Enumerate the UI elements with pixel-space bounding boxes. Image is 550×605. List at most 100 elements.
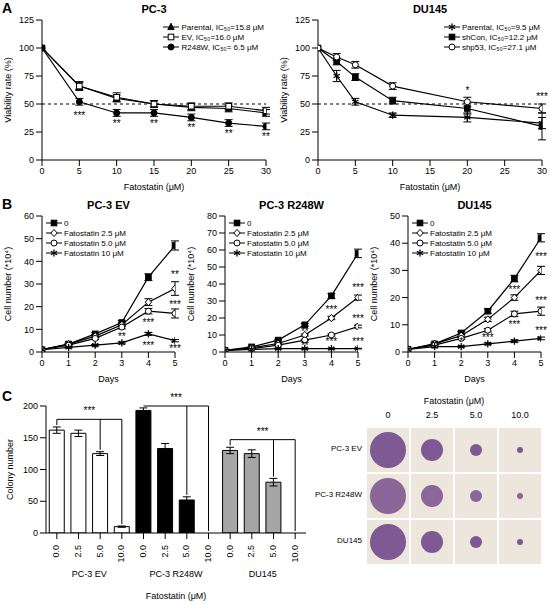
svg-text:***: *** <box>352 336 364 347</box>
svg-text:50: 50 <box>390 211 400 221</box>
svg-text:Fatostatin (μM): Fatostatin (μM) <box>400 182 461 192</box>
svg-text:2.5: 2.5 <box>246 545 256 558</box>
svg-text:Days: Days <box>98 374 119 384</box>
svg-text:50: 50 <box>24 99 34 109</box>
svg-text:60: 60 <box>207 245 217 255</box>
svg-text:1: 1 <box>249 358 254 368</box>
svg-text:50: 50 <box>300 99 310 109</box>
svg-text:10.0: 10.0 <box>116 545 126 563</box>
svg-text:**: ** <box>113 118 121 129</box>
svg-text:50: 50 <box>207 262 217 272</box>
svg-text:***: *** <box>352 313 364 324</box>
svg-text:Viability rate (%): Viability rate (%) <box>279 57 289 122</box>
svg-text:5: 5 <box>355 358 360 368</box>
svg-text:20: 20 <box>207 313 217 323</box>
svg-text:0: 0 <box>212 347 217 357</box>
svg-text:10: 10 <box>388 166 398 176</box>
svg-text:25: 25 <box>24 127 34 137</box>
svg-text:Fatostatin (μM): Fatostatin (μM) <box>146 591 207 601</box>
svg-text:3: 3 <box>302 358 307 368</box>
svg-text:***: *** <box>143 317 155 328</box>
svg-text:Days: Days <box>464 374 485 384</box>
svg-text:10: 10 <box>112 166 122 176</box>
svg-text:150: 150 <box>23 433 38 443</box>
svg-text:15: 15 <box>425 166 435 176</box>
svg-text:25: 25 <box>300 127 310 137</box>
svg-text:30: 30 <box>207 296 217 306</box>
svg-text:100: 100 <box>19 43 34 53</box>
svg-text:4: 4 <box>146 358 151 368</box>
svg-text:0: 0 <box>29 155 34 165</box>
svg-text:1: 1 <box>432 358 437 368</box>
svg-text:10: 10 <box>24 325 34 335</box>
svg-text:2: 2 <box>459 358 464 368</box>
svg-text:125: 125 <box>295 15 310 25</box>
svg-text:25: 25 <box>224 166 234 176</box>
svg-text:1: 1 <box>66 358 71 368</box>
svg-text:20: 20 <box>186 166 196 176</box>
svg-text:***: *** <box>143 340 155 351</box>
svg-text:***: *** <box>73 110 85 121</box>
svg-text:2.5: 2.5 <box>73 545 83 558</box>
svg-text:***: *** <box>169 299 181 310</box>
svg-text:5.0: 5.0 <box>181 545 191 558</box>
svg-text:Viability rate (%): Viability rate (%) <box>8 57 13 122</box>
svg-text:***: *** <box>83 405 95 416</box>
svg-text:0: 0 <box>315 166 320 176</box>
svg-text:*: * <box>459 336 463 347</box>
svg-text:2.5: 2.5 <box>160 545 170 558</box>
svg-text:***: *** <box>535 295 542 306</box>
svg-text:3: 3 <box>119 358 124 368</box>
svg-text:30: 30 <box>261 166 271 176</box>
svg-text:***: *** <box>326 304 338 315</box>
svg-text:0: 0 <box>39 166 44 176</box>
svg-text:0.0: 0.0 <box>138 545 148 558</box>
svg-text:0.0: 0.0 <box>225 545 235 558</box>
svg-text:**: ** <box>225 128 233 139</box>
svg-text:80: 80 <box>207 211 217 221</box>
svg-text:60: 60 <box>24 211 34 221</box>
svg-text:10: 10 <box>207 330 217 340</box>
svg-text:**: ** <box>301 326 309 337</box>
svg-text:75: 75 <box>24 71 34 81</box>
svg-text:Cell number (*10⁴): Cell number (*10⁴) <box>369 247 379 321</box>
svg-text:0: 0 <box>33 528 38 538</box>
svg-text:Fatostatin (μM): Fatostatin (μM) <box>124 182 185 192</box>
svg-text:125: 125 <box>19 15 34 25</box>
svg-text:3: 3 <box>485 358 490 368</box>
svg-text:10: 10 <box>390 320 400 330</box>
svg-text:40: 40 <box>390 238 400 248</box>
svg-text:10.0: 10.0 <box>290 545 300 563</box>
svg-text:***: *** <box>509 284 521 295</box>
svg-text:PC-3 R248W: PC-3 R248W <box>149 569 203 579</box>
svg-text:**: ** <box>171 269 179 280</box>
svg-text:Cell number (*10⁴): Cell number (*10⁴) <box>186 247 196 321</box>
svg-text:0: 0 <box>222 358 227 368</box>
svg-text:30: 30 <box>537 166 542 176</box>
svg-text:0: 0 <box>395 347 400 357</box>
svg-text:***: *** <box>352 282 364 293</box>
svg-text:4: 4 <box>329 358 334 368</box>
svg-text:0: 0 <box>29 347 34 357</box>
svg-text:100: 100 <box>23 465 38 475</box>
svg-text:***: *** <box>536 91 542 102</box>
svg-text:***: *** <box>535 325 542 336</box>
svg-text:***: *** <box>482 332 494 343</box>
svg-text:*: * <box>93 343 97 354</box>
svg-text:20: 20 <box>24 302 34 312</box>
svg-text:5: 5 <box>172 358 177 368</box>
svg-text:5.0: 5.0 <box>95 545 105 558</box>
svg-text:**: ** <box>118 331 126 342</box>
svg-text:30: 30 <box>390 266 400 276</box>
svg-text:PC-3 EV: PC-3 EV <box>72 569 107 579</box>
svg-text:2: 2 <box>93 358 98 368</box>
svg-text:10.0: 10.0 <box>203 545 213 563</box>
svg-text:**: ** <box>262 131 270 142</box>
svg-text:*: * <box>465 85 469 96</box>
svg-text:***: *** <box>169 343 181 354</box>
svg-text:15: 15 <box>149 166 159 176</box>
svg-text:***: *** <box>326 336 338 347</box>
svg-text:DU145: DU145 <box>249 569 277 579</box>
svg-text:0: 0 <box>405 358 410 368</box>
svg-text:40: 40 <box>207 279 217 289</box>
